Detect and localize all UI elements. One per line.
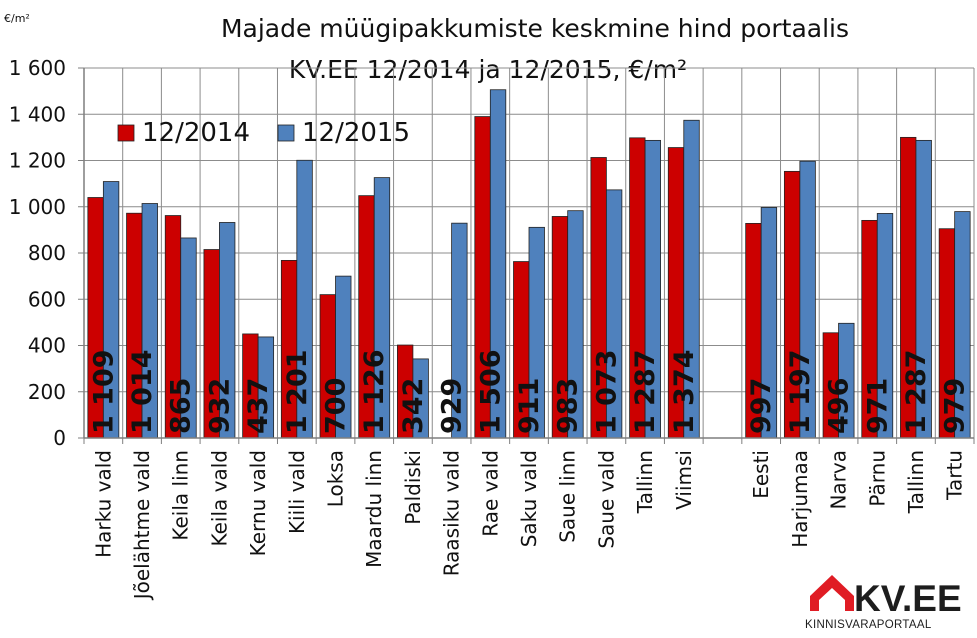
category-label: Raasiku vald bbox=[440, 450, 464, 576]
category-label: Viimsi bbox=[672, 450, 696, 510]
y-tick-label: 600 bbox=[28, 287, 66, 311]
category-label: Saue linn bbox=[556, 450, 580, 543]
logo-subtitle: KINNISVARAPORTAAL bbox=[805, 619, 932, 631]
data-label: 911 bbox=[514, 378, 545, 434]
chart-title-line-1: Majade müügipakkumiste keskmine hind por… bbox=[221, 14, 849, 43]
data-label: 1 126 bbox=[359, 349, 390, 434]
category-label: Loksa bbox=[324, 450, 348, 507]
bars bbox=[87, 89, 971, 439]
category-label: Harku vald bbox=[91, 450, 115, 558]
data-label: 1 201 bbox=[282, 349, 313, 434]
category-label: Jõelähtme vald bbox=[130, 450, 154, 601]
y-tick-label: 0 bbox=[53, 426, 66, 450]
data-label: 1 506 bbox=[475, 349, 506, 434]
category-label: Narva bbox=[827, 450, 851, 510]
category-label: Keila vald bbox=[207, 450, 231, 547]
data-label: 700 bbox=[321, 378, 352, 434]
category-label: Saku vald bbox=[517, 450, 541, 547]
category-label: Harjumaa bbox=[788, 450, 812, 548]
logo: KV.EE KINNISVARAPORTAAL bbox=[805, 575, 962, 631]
y-unit-label: €/m² bbox=[4, 12, 30, 25]
data-label: 496 bbox=[824, 378, 855, 434]
category-label: Eesti bbox=[749, 450, 773, 499]
data-labels: 1 109 1 014 865 932 437 1 201 700 1 126 342 929 1 … bbox=[88, 349, 970, 434]
category-label: Paldiski bbox=[401, 450, 425, 525]
category-label: Saue vald bbox=[594, 450, 618, 549]
category-label: Tallinn bbox=[633, 450, 657, 514]
data-label: 1 374 bbox=[669, 349, 700, 434]
axes: 0 200 400 600 800 1 000 1 200 1 400 1 600 Harku v… bbox=[9, 56, 975, 601]
category-label: Tallinn bbox=[904, 450, 928, 514]
y-tick-label: 400 bbox=[28, 334, 66, 358]
data-label: 342 bbox=[398, 378, 429, 434]
data-label: 1 073 bbox=[591, 349, 622, 434]
data-label: 997 bbox=[746, 378, 777, 434]
legend: 12/2014 12/2015 bbox=[117, 118, 410, 148]
data-label: 1 197 bbox=[785, 349, 816, 434]
data-label: 1 014 bbox=[127, 349, 158, 434]
logo-text: KV.EE bbox=[854, 578, 962, 619]
data-label: 979 bbox=[940, 378, 971, 434]
category-label: Rae vald bbox=[478, 450, 502, 537]
y-tick-label: 200 bbox=[28, 380, 66, 404]
y-tick-label: 1 600 bbox=[9, 56, 66, 80]
category-label: Tartu bbox=[943, 450, 967, 501]
house-icon-door bbox=[826, 590, 838, 604]
category-label: Kernu vald bbox=[246, 450, 270, 556]
category-label: Keila linn bbox=[169, 450, 193, 541]
y-tick-label: 800 bbox=[28, 241, 66, 265]
category-label: Kiili vald bbox=[285, 450, 309, 534]
grid bbox=[84, 67, 975, 438]
data-label: 1 109 bbox=[88, 349, 119, 434]
legend-label: 12/2014 bbox=[142, 118, 250, 148]
data-label: 929 bbox=[437, 378, 468, 434]
y-tick-label: 1 000 bbox=[9, 195, 66, 219]
data-label: 865 bbox=[166, 378, 197, 434]
chart-title-line-2: KV.EE 12/2014 ja 12/2015, €/m² bbox=[289, 55, 687, 84]
data-label: 983 bbox=[553, 378, 584, 434]
y-tick-label: 1 200 bbox=[9, 149, 66, 173]
data-label: 437 bbox=[243, 378, 274, 434]
legend-label: 12/2015 bbox=[302, 118, 410, 148]
data-label: 971 bbox=[862, 378, 893, 434]
y-tick-label: 1 400 bbox=[9, 102, 66, 126]
house-icon bbox=[810, 575, 854, 611]
legend-swatch bbox=[277, 124, 295, 142]
legend-swatch bbox=[117, 124, 135, 142]
data-label: 1 287 bbox=[630, 349, 661, 434]
data-label: 1 287 bbox=[901, 349, 932, 434]
category-label: Pärnu bbox=[865, 450, 889, 507]
category-label: Maardu linn bbox=[362, 450, 386, 568]
data-label: 932 bbox=[204, 378, 235, 434]
